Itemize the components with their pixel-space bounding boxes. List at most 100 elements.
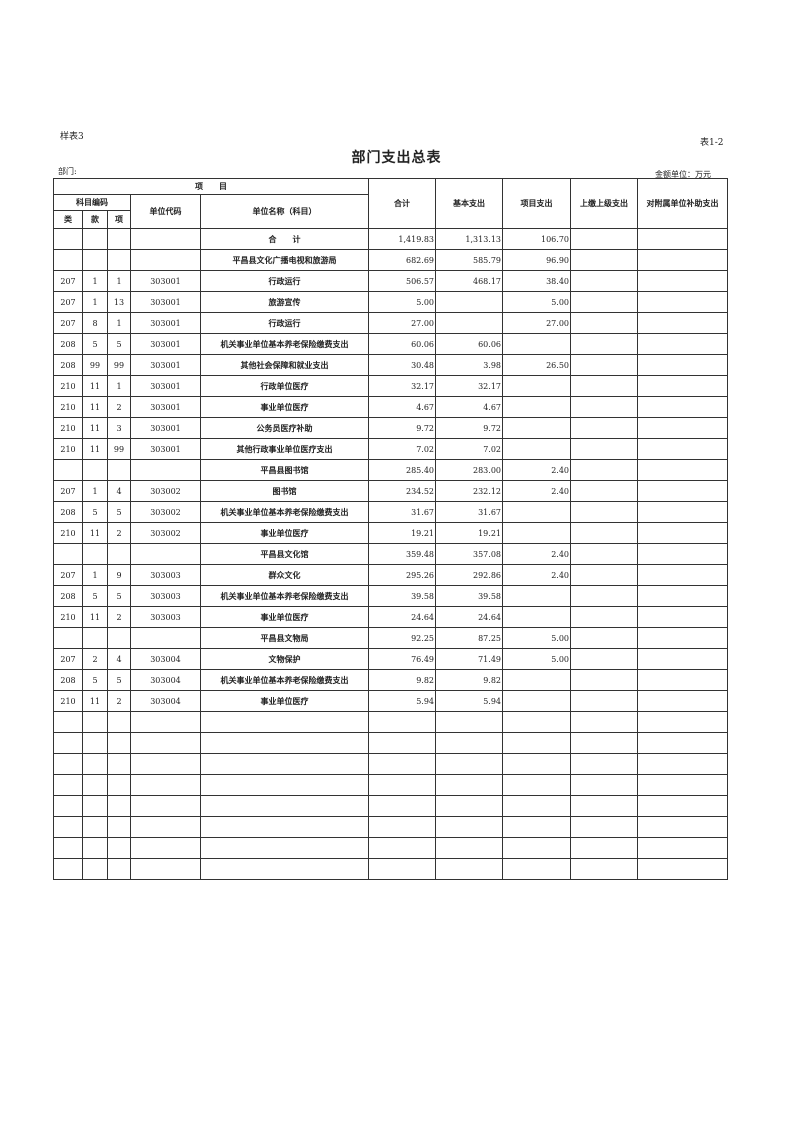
empty-cell <box>130 774 201 796</box>
table-row: 210 11 2 303003 事业单位医疗 24.64 24.64 <box>53 606 728 628</box>
table-row: 208 5 5 303002 机关事业单位基本养老保险缴费支出 31.67 31.67 <box>53 501 728 523</box>
table-row: 207 2 4 303004 文物保护 76.49 71.49 5.00 <box>53 648 728 670</box>
cell-total: 359.48 <box>368 543 436 565</box>
cell-total: 285.40 <box>368 459 436 481</box>
cell-total: 4.67 <box>368 396 436 418</box>
empty-cell <box>502 711 571 733</box>
empty-cell <box>637 858 728 880</box>
cell-xiang: 4 <box>107 648 131 670</box>
cell-lei: 208 <box>53 669 83 691</box>
cell-lei: 207 <box>53 564 83 586</box>
cell-basic: 585.79 <box>435 249 503 271</box>
cell-lei: 208 <box>53 501 83 523</box>
empty-cell <box>53 837 83 859</box>
empty-cell <box>107 858 131 880</box>
cell-name: 机关事业单位基本养老保险缴费支出 <box>200 669 369 691</box>
empty-cell <box>53 711 83 733</box>
cell-code: 303003 <box>130 606 201 628</box>
table-row: 207 1 1 303001 行政运行 506.57 468.17 38.40 <box>53 270 728 292</box>
cell-basic: 71.49 <box>435 648 503 670</box>
cell-total: 39.58 <box>368 585 436 607</box>
cell-name: 机关事业单位基本养老保险缴费支出 <box>200 333 369 355</box>
empty-cell <box>82 711 108 733</box>
cell-subsidy <box>637 270 728 292</box>
cell-lei: 210 <box>53 522 83 544</box>
cell-xiang: 13 <box>107 291 131 313</box>
table-row: 208 99 99 303001 其他社会保障和就业支出 30.48 3.98 26.50 <box>53 354 728 376</box>
empty-cell <box>637 795 728 817</box>
cell-xiang: 5 <box>107 333 131 355</box>
cell-kuan: 1 <box>82 291 108 313</box>
cell-total: 60.06 <box>368 333 436 355</box>
cell-project <box>502 396 571 418</box>
cell-subsidy <box>637 312 728 334</box>
cell-project: 27.00 <box>502 312 571 334</box>
cell-xiang: 1 <box>107 375 131 397</box>
empty-cell <box>107 732 131 754</box>
empty-cell <box>130 795 201 817</box>
cell-code: 303004 <box>130 690 201 712</box>
table-number: 表1-2 <box>700 138 724 148</box>
cell-lei: 207 <box>53 648 83 670</box>
cell-project <box>502 375 571 397</box>
cell-subsidy <box>637 249 728 271</box>
empty-row <box>53 858 728 880</box>
cell-upper <box>570 564 638 586</box>
cell-upper <box>570 543 638 565</box>
cell-lei: 210 <box>53 396 83 418</box>
cell-basic: 468.17 <box>435 270 503 292</box>
cell-total: 24.64 <box>368 606 436 628</box>
empty-cell <box>107 753 131 775</box>
cell-basic: 3.98 <box>435 354 503 376</box>
cell-subsidy <box>637 627 728 649</box>
cell-kuan: 11 <box>82 606 108 628</box>
empty-row <box>53 837 728 859</box>
cell-xiang: 1 <box>107 312 131 334</box>
cell-name: 平昌县文化馆 <box>200 543 369 565</box>
cell-project: 2.40 <box>502 564 571 586</box>
table-row: 210 11 99 303001 其他行政事业单位医疗支出 7.02 7.02 <box>53 438 728 460</box>
cell-kuan <box>82 627 108 649</box>
cell-kuan: 5 <box>82 669 108 691</box>
cell-upper <box>570 585 638 607</box>
cell-basic: 9.72 <box>435 417 503 439</box>
cell-code: 303002 <box>130 480 201 502</box>
cell-project <box>502 690 571 712</box>
cell-lei: 208 <box>53 333 83 355</box>
header-total: 合计 <box>368 178 436 229</box>
empty-cell <box>130 732 201 754</box>
cell-basic: 60.06 <box>435 333 503 355</box>
cell-xiang: 5 <box>107 585 131 607</box>
cell-total: 9.82 <box>368 669 436 691</box>
cell-upper <box>570 228 638 250</box>
expenditure-table: 项 目 合计 基本支出 项目支出 上缴上级支出 对附属单位补助支出 科目编码 单… <box>53 178 728 880</box>
empty-cell <box>368 837 436 859</box>
cell-upper <box>570 480 638 502</box>
cell-total: 7.02 <box>368 438 436 460</box>
cell-upper <box>570 648 638 670</box>
cell-xiang: 99 <box>107 438 131 460</box>
cell-lei: 207 <box>53 291 83 313</box>
empty-cell <box>82 732 108 754</box>
cell-xiang: 5 <box>107 501 131 523</box>
empty-cell <box>107 795 131 817</box>
cell-total: 27.00 <box>368 312 436 334</box>
cell-subsidy <box>637 417 728 439</box>
header-upper: 上缴上级支出 <box>570 178 638 229</box>
cell-subsidy <box>637 648 728 670</box>
currency-unit-label: 金额单位：万元 <box>655 170 711 179</box>
empty-row <box>53 711 728 733</box>
cell-kuan <box>82 249 108 271</box>
empty-cell <box>53 858 83 880</box>
cell-project: 96.90 <box>502 249 571 271</box>
empty-cell <box>570 858 638 880</box>
table-row: 210 11 3 303001 公务员医疗补助 9.72 9.72 <box>53 417 728 439</box>
cell-total: 5.00 <box>368 291 436 313</box>
cell-lei: 210 <box>53 417 83 439</box>
cell-kuan: 1 <box>82 480 108 502</box>
cell-name: 事业单位医疗 <box>200 690 369 712</box>
cell-code <box>130 228 201 250</box>
cell-upper <box>570 291 638 313</box>
empty-cell <box>107 774 131 796</box>
form-number: 样表3 <box>60 132 84 142</box>
